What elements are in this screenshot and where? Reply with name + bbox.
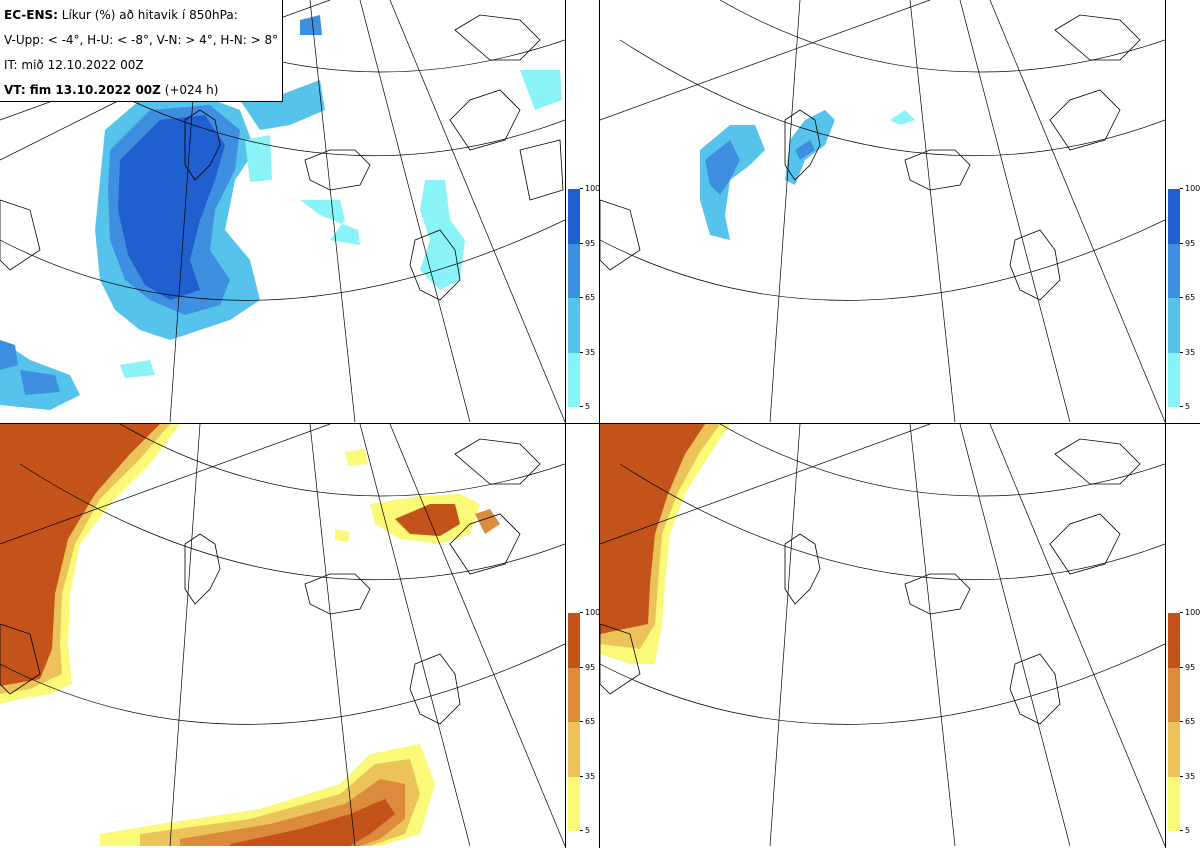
map-lower-left: [0, 424, 565, 846]
panel-divider-vertical: [565, 0, 566, 848]
probability-cold-area: [700, 110, 915, 240]
probability-cold-area: [0, 15, 562, 410]
map-panel-upper-left: EC-ENS: Líkur (%) að hitavik í 850hPa: V…: [0, 0, 565, 422]
colorbar-segment: [1168, 722, 1180, 777]
colorbar-tick-label: 5: [580, 402, 590, 411]
colorbar-tick-label: 5: [1180, 826, 1190, 835]
forecast-info-box: EC-ENS: Líkur (%) að hitavik í 850hPa: V…: [0, 0, 283, 102]
colorbar-tick-label: 5: [1180, 402, 1190, 411]
colorbar-tick-label: 95: [580, 663, 595, 672]
colorbar-segment: [568, 613, 580, 668]
probability-warm-area: [0, 424, 500, 846]
colorbar-tick-label: 35: [580, 772, 595, 781]
colorbar-tick-label: 65: [1180, 717, 1195, 726]
colorbar-tick-label: 65: [580, 293, 595, 302]
colorbar-segment: [1168, 298, 1180, 353]
colorbar-segment: [568, 776, 580, 831]
coastlines: [0, 14, 564, 301]
colorbar-tick-label: 5: [580, 826, 590, 835]
info-legend: V-Upp: < -4°, H-U: < -8°, V-N: > 4°, H-N…: [4, 33, 279, 47]
info-title: EC-ENS: Líkur (%) að hitavik í 850hPa:: [4, 8, 238, 22]
colorbar-segment: [568, 189, 580, 244]
coastlines: [600, 438, 1141, 725]
colorbar-segment: [568, 243, 580, 298]
colorbar-tick-label: 35: [580, 348, 595, 357]
graticule: [0, 424, 565, 846]
probability-warm-area: [600, 424, 730, 664]
info-valid-time: VT: fim 13.10.2022 00Z (+024 h): [4, 83, 219, 97]
map-upper-left: [0, 0, 565, 422]
map-panel-upper-right: [600, 0, 1165, 422]
map-panel-lower-left: [0, 424, 565, 846]
colorbar-segment: [568, 667, 580, 722]
colorbar-segment: [1168, 189, 1180, 244]
graticule: [600, 0, 1165, 422]
colorbar-segment: [568, 298, 580, 353]
colorbar-tick-label: 100: [1180, 608, 1200, 617]
colorbar-segment: [1168, 352, 1180, 407]
colorbar-segment: [1168, 667, 1180, 722]
panel-divider-horizontal: [0, 423, 1200, 424]
colorbar-segment: [568, 352, 580, 407]
map-panel-lower-right: [600, 424, 1165, 846]
map-lower-right: [600, 424, 1165, 846]
colorbar-tick-label: 95: [580, 239, 595, 248]
coastlines: [0, 438, 541, 725]
colorbar-tick-label: 35: [1180, 772, 1195, 781]
colorbar-tick-label: 100: [580, 184, 600, 193]
colorbar-segment: [1168, 613, 1180, 668]
colorbar-tick-label: 95: [1180, 239, 1195, 248]
colorbar-tick-label: 100: [580, 608, 600, 617]
colorbar-tick-label: 95: [1180, 663, 1195, 672]
colorbar-segment: [1168, 776, 1180, 831]
coastlines: [600, 14, 1141, 301]
map-upper-right: [600, 0, 1165, 422]
colorbar-tick-label: 35: [1180, 348, 1195, 357]
colorbar-segment: [568, 722, 580, 777]
graticule: [600, 424, 1165, 846]
panel-border-right: [1165, 0, 1166, 848]
info-init-time: IT: mið 12.10.2022 00Z: [4, 58, 144, 72]
colorbar-tick-label: 65: [1180, 293, 1195, 302]
colorbar-segment: [1168, 243, 1180, 298]
panel-border-left: [599, 0, 600, 848]
colorbar-tick-label: 65: [580, 717, 595, 726]
colorbar-tick-label: 100: [1180, 184, 1200, 193]
